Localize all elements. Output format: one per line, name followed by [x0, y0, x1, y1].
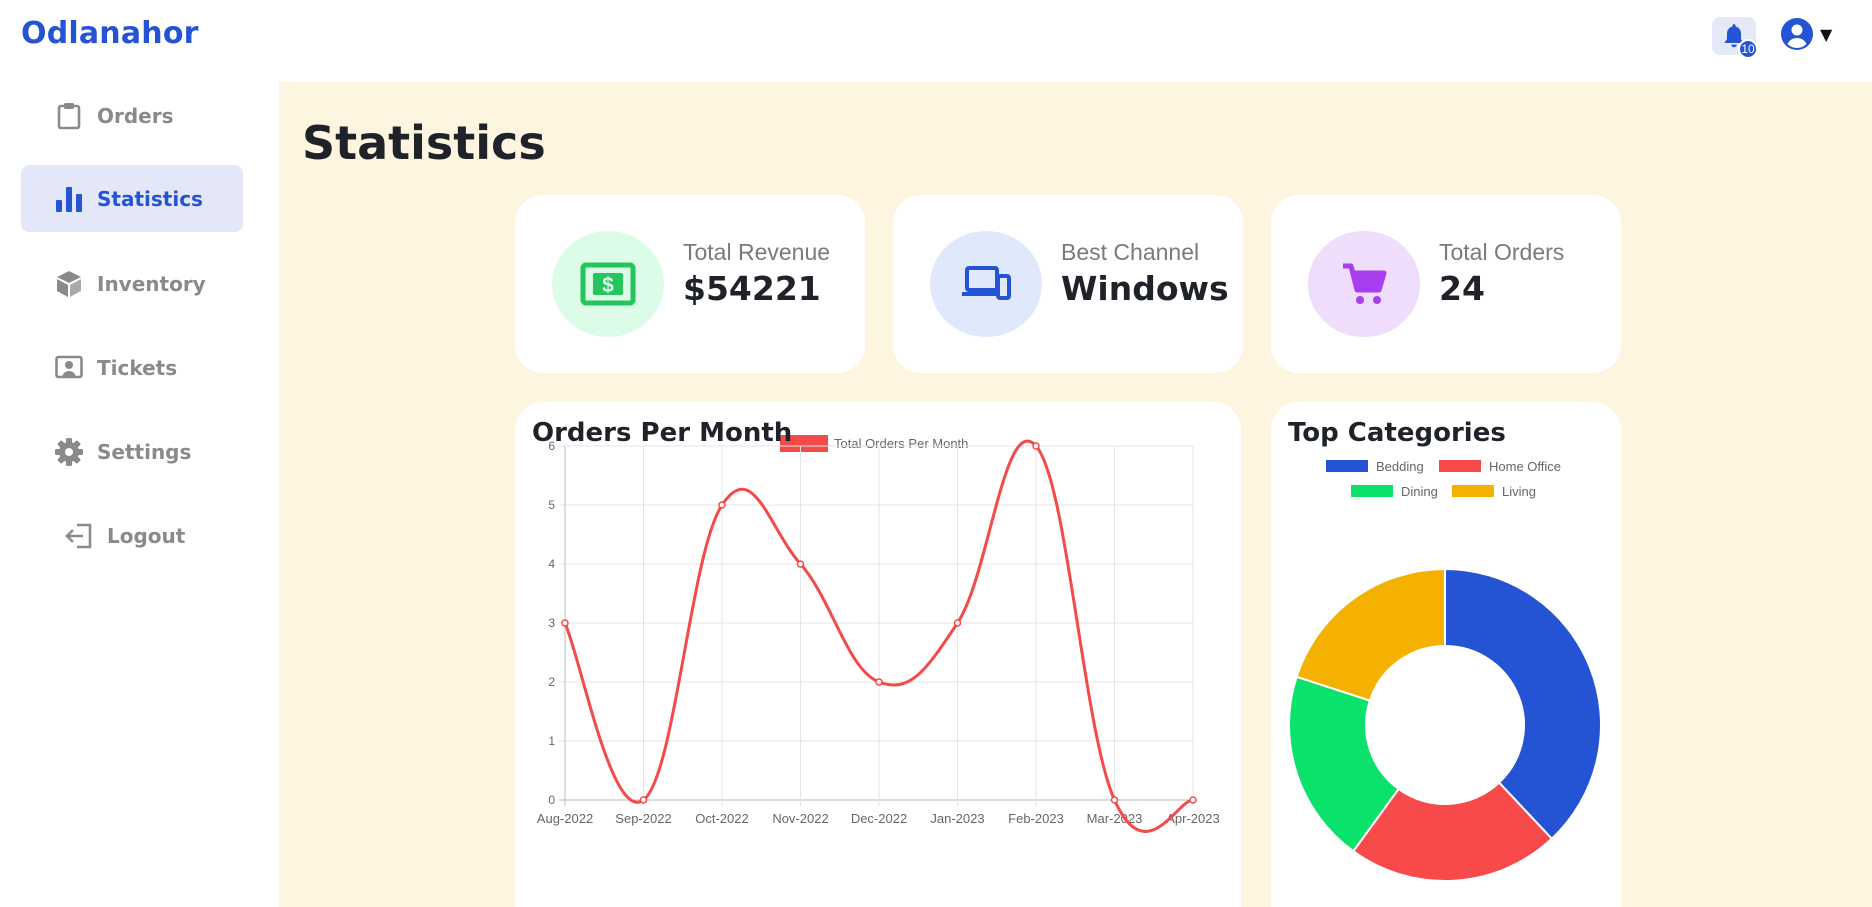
- x-tick-label: Oct-2022: [695, 811, 748, 826]
- cart-icon: [1308, 231, 1420, 337]
- bar-chart-icon: [55, 185, 83, 213]
- y-tick-label: 1: [548, 734, 555, 748]
- main-content: Statistics $ Total Revenue $54221 Best C…: [279, 82, 1872, 907]
- y-tick-label: 5: [548, 498, 555, 512]
- stat-card-channel: Best Channel Windows: [893, 195, 1243, 373]
- data-point: [1189, 796, 1197, 804]
- donut-slice: [1295, 567, 1446, 702]
- data-point: [953, 619, 962, 627]
- sidebar-item-tickets[interactable]: Tickets: [21, 334, 243, 401]
- ticket-icon: [55, 354, 83, 382]
- user-circle-icon: [1781, 18, 1813, 50]
- x-tick-label: Mar-2023: [1087, 811, 1143, 826]
- data-point: [875, 678, 883, 686]
- stat-label: Total Orders: [1439, 239, 1565, 265]
- y-tick-label: 2: [548, 675, 555, 689]
- y-tick-label: 4: [548, 557, 555, 571]
- y-tick-label: 0: [548, 793, 555, 807]
- data-point: [561, 619, 569, 627]
- x-tick-label: Dec-2022: [851, 811, 907, 826]
- devices-icon: [930, 231, 1042, 337]
- x-tick-label: Nov-2022: [772, 811, 828, 826]
- legend-swatch: [780, 435, 828, 452]
- legend-label: Total Orders Per Month: [834, 436, 968, 451]
- donut-slice: [1444, 567, 1602, 841]
- data-point: [1110, 796, 1119, 804]
- y-tick-label: 3: [548, 616, 555, 630]
- bell-icon: [1724, 24, 1744, 48]
- panel-title: Orders Per Month: [532, 418, 793, 448]
- orders-line-chart: Total Orders Per Month 0 1 2 3 4 5 6 Aug-2022 Sep…: [537, 435, 1220, 833]
- legend-swatch: [1351, 485, 1393, 497]
- x-tick-label: Sep-2022: [615, 811, 671, 826]
- legend-swatch: [1452, 485, 1494, 497]
- data-point: [1032, 442, 1040, 450]
- sidebar-item-label: Logout: [107, 523, 186, 548]
- clipboard-icon: [55, 102, 83, 130]
- x-tick-label: Jan-2023: [930, 811, 984, 826]
- legend-label: Dining: [1401, 484, 1438, 499]
- data-point: [639, 796, 648, 804]
- donut-slice: [1351, 781, 1554, 882]
- stat-card-orders: Total Orders 24: [1271, 195, 1621, 373]
- legend-label: Living: [1502, 484, 1536, 499]
- orders-per-month-panel: Orders Per Month Total Orders Per Month 0…: [515, 402, 1241, 907]
- sidebar-item-statistics[interactable]: Statistics: [21, 165, 243, 232]
- notification-count-badge: 10: [1738, 39, 1758, 59]
- box-icon: [55, 270, 83, 298]
- x-tick-label: Aug-2022: [537, 811, 593, 826]
- donut-slice: [1288, 675, 1400, 853]
- gear-icon: [55, 437, 83, 466]
- user-menu-button[interactable]: ▼: [1780, 17, 1832, 51]
- categories-donut-chart: Bedding Home Office Dining Living: [1288, 459, 1602, 882]
- brand-logo[interactable]: Odlanahor: [21, 16, 199, 51]
- sidebar-item-inventory[interactable]: Inventory: [21, 250, 243, 317]
- stat-label: Best Channel: [1061, 239, 1200, 265]
- stat-value: Windows: [1061, 269, 1229, 308]
- legend-swatch: [1326, 460, 1368, 472]
- money-icon: $: [552, 231, 664, 337]
- svg-text:$: $: [602, 274, 614, 297]
- sidebar-item-logout[interactable]: Logout: [21, 502, 243, 569]
- sidebar-item-label: Inventory: [97, 271, 206, 296]
- sidebar-item-settings[interactable]: Settings: [21, 418, 243, 485]
- x-tick-label: Apr-2023: [1166, 811, 1219, 826]
- stat-value: $54221: [683, 269, 821, 308]
- data-point: [796, 560, 805, 568]
- legend-swatch: [1439, 460, 1481, 472]
- panel-title: Top Categories: [1288, 418, 1506, 448]
- top-categories-panel: Top Categories Bedding Home Office Dining L…: [1271, 402, 1621, 907]
- sidebar-item-label: Statistics: [97, 186, 203, 211]
- x-tick-label: Feb-2023: [1008, 811, 1064, 826]
- stat-label: Total Revenue: [683, 239, 831, 265]
- notifications-button[interactable]: 10: [1712, 17, 1758, 59]
- sidebar-item-label: Orders: [97, 103, 174, 128]
- sidebar: Orders Statistics Inventory Tickets Sett…: [0, 82, 279, 907]
- legend-label: Home Office: [1489, 459, 1561, 474]
- page-title: Statistics: [302, 116, 546, 170]
- chevron-down-icon: ▼: [1820, 24, 1833, 44]
- logout-icon: [65, 522, 93, 550]
- stat-card-revenue: $ Total Revenue $54221: [515, 195, 865, 373]
- sidebar-item-label: Settings: [97, 439, 192, 464]
- y-tick-label: 6: [548, 439, 555, 453]
- legend-label: Bedding: [1376, 459, 1424, 474]
- sidebar-item-orders[interactable]: Orders: [21, 82, 243, 149]
- data-point: [718, 501, 726, 509]
- sidebar-item-label: Tickets: [97, 355, 178, 380]
- stat-value: 24: [1439, 269, 1485, 308]
